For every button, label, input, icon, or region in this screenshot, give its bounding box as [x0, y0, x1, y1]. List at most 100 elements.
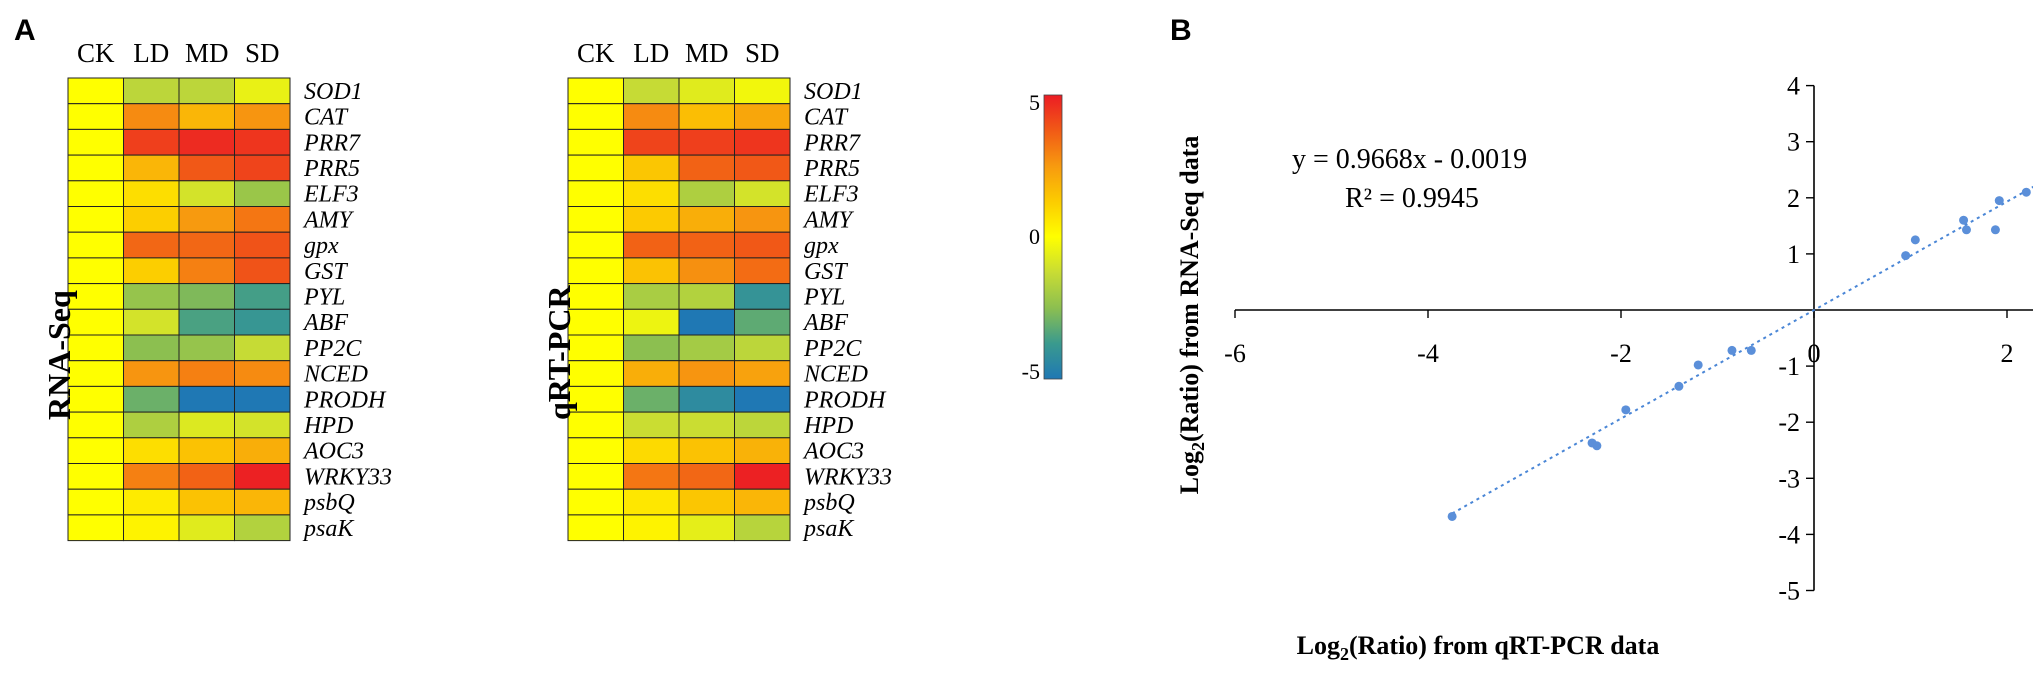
heatmap-rnaseq-row-label: NCED [303, 362, 368, 388]
heatmap-qrtpcr-column-label: CK [577, 38, 615, 68]
heatmap-rnaseq-cell [234, 411, 291, 439]
heatmap-rnaseq-cell [178, 231, 235, 259]
heatmap-rnaseq-row-label: AMY [302, 207, 355, 233]
heatmap-rnaseq-cell [123, 77, 180, 105]
colorbar-mid-label: 0 [1029, 224, 1040, 249]
scatter-point [1910, 235, 1920, 245]
heatmap-qrtpcr-cell [678, 154, 735, 182]
heatmap-qrtpcr-cell [623, 257, 680, 285]
heatmap-qrtpcr-cell [678, 437, 735, 464]
heatmap-rnaseq-cell [67, 154, 124, 182]
heatmap-rnaseq-row-label: CAT [304, 105, 349, 131]
scatter-x-tick-label: -6 [1224, 339, 1246, 368]
heatmap-rnaseq-cell [67, 437, 124, 464]
heatmap-qrtpcr-row-label: ELF3 [803, 182, 859, 208]
heatmap-qrtpcr-cell [734, 103, 791, 130]
heatmap-rnaseq-cell [123, 334, 180, 362]
heatmap-qrtpcr-cell [678, 77, 735, 105]
scatter-point [1621, 405, 1631, 415]
heatmap-rnaseq-cell [178, 488, 235, 516]
heatmap-qrtpcr-cell [567, 437, 624, 464]
heatmap-qrtpcr-row-label: ABF [802, 310, 848, 336]
heatmap-qrtpcr-cell [567, 411, 624, 439]
heatmap-qrtpcr-row-label: gpx [804, 233, 839, 259]
heatmap-qrtpcr-cell [623, 385, 680, 413]
heatmap-qrtpcr-cell [623, 77, 680, 105]
heatmap-rnaseq-row-label: ELF3 [303, 182, 359, 208]
heatmap-rnaseq-row-label: WRKY33 [304, 464, 392, 490]
heatmap-rnaseq-cell [123, 463, 180, 490]
heatmap-rnaseq-cell [178, 206, 235, 233]
heatmap-qrtpcr-row-label: HPD [803, 413, 853, 439]
heatmap-qrtpcr-cell [734, 128, 791, 156]
heatmap-qrtpcr-cell [623, 206, 680, 233]
scatter-x-tick-label: -4 [1417, 339, 1439, 368]
heatmap-rnaseq-cell [123, 180, 180, 208]
heatmap-rnaseq-cell [234, 308, 291, 336]
heatmap-qrtpcr-row-label: CAT [804, 105, 849, 131]
heatmap-rnaseq-cell [234, 103, 291, 130]
heatmap-qrtpcr-cell [623, 463, 680, 490]
heatmap-qrtpcr-cell [567, 308, 624, 336]
heatmap-qrtpcr-title: qRT-PCR [541, 285, 577, 421]
heatmap-rnaseq-cell [234, 437, 291, 464]
heatmap-rnaseq-cell [67, 77, 124, 105]
heatmap-rnaseq-row-label: psaK [302, 516, 355, 542]
heatmap-qrtpcr-cell [734, 154, 791, 182]
r-squared-label: R² = 0.9945 [1345, 183, 1479, 214]
heatmap-qrtpcr-cell [734, 385, 791, 413]
scatter-point [1693, 360, 1703, 370]
heatmap-qrtpcr-cell [734, 488, 791, 516]
heatmap-qrtpcr-row-label: PRR7 [803, 130, 861, 156]
heatmap-qrtpcr-cell [734, 77, 791, 105]
scatter-point [1674, 381, 1684, 391]
heatmap-qrtpcr-cell [734, 514, 791, 542]
heatmap-qrtpcr-row-label: psbQ [802, 490, 855, 516]
heatmap-qrtpcr-cell [623, 360, 680, 387]
heatmap-rnaseq-cell [67, 206, 124, 233]
heatmap-rnaseq-column-label: LD [133, 38, 169, 68]
heatmap-rnaseq-row-label: PYL [303, 284, 345, 310]
scatter-y-tick-label: 2 [1787, 184, 1800, 213]
heatmap-qrtpcr-cell [678, 411, 735, 439]
heatmap-qrtpcr-cell [734, 206, 791, 233]
heatmap-rnaseq-cell [234, 283, 291, 310]
heatmap-rnaseq-cell [234, 385, 291, 413]
heatmap-rnaseq-cell [234, 206, 291, 233]
heatmap-qrtpcr-cell [678, 231, 735, 259]
heatmap-rnaseq-cell [123, 283, 180, 310]
heatmap-rnaseq-row-label: PRR5 [303, 156, 360, 182]
heatmap-qrtpcr-cell [567, 154, 624, 182]
scatter-xlabel: Log2(Ratio) from qRT-PCR data [1297, 631, 1660, 664]
heatmap-qrtpcr-cell [734, 437, 791, 464]
heatmap-rnaseq-cell [123, 308, 180, 336]
heatmap-rnaseq-cell [67, 257, 124, 285]
heatmap-rnaseq-cell [67, 334, 124, 362]
scatter-point [1990, 225, 2000, 235]
heatmap-rnaseq-cell [234, 154, 291, 182]
scatter-origin-label: 0 [1808, 339, 1821, 368]
scatter-point [2021, 187, 2031, 197]
heatmap-qrtpcr-cell [623, 128, 680, 156]
heatmap-rnaseq-cell [123, 411, 180, 439]
heatmap-rnaseq-cell [123, 154, 180, 182]
heatmap-rnaseq-row-label: psbQ [302, 490, 355, 516]
heatmap-qrtpcr-cell [678, 308, 735, 336]
heatmap-rnaseq-row-label: PRR7 [303, 130, 361, 156]
heatmap-qrtpcr-cell [734, 257, 791, 285]
heatmap-rnaseq-cell [178, 154, 235, 182]
scatter-x-tick-label: 0 [1808, 339, 1821, 368]
heatmap-rnaseq-cell [234, 128, 291, 156]
heatmap-rnaseq-cell [123, 257, 180, 285]
heatmap-rnaseq-cell [178, 463, 235, 490]
heatmap-qrtpcr-cell [567, 103, 624, 130]
colorbar-min-label: -5 [1022, 359, 1040, 384]
heatmap-rnaseq-cell [67, 103, 124, 130]
heatmap-qrtpcr-cell [678, 360, 735, 387]
heatmap-qrtpcr: CK LD MD SDSOD1CATPRR7PRR5ELF3AMYgpxGSTPYLA… [567, 38, 892, 542]
heatmap-qrtpcr-cell [678, 463, 735, 490]
heatmap-rnaseq-row-label: ABF [302, 310, 348, 336]
scatter-point [1994, 196, 2004, 206]
scatter-point [1447, 511, 1457, 521]
scatter-y-tick-label: 1 [1787, 240, 1800, 269]
